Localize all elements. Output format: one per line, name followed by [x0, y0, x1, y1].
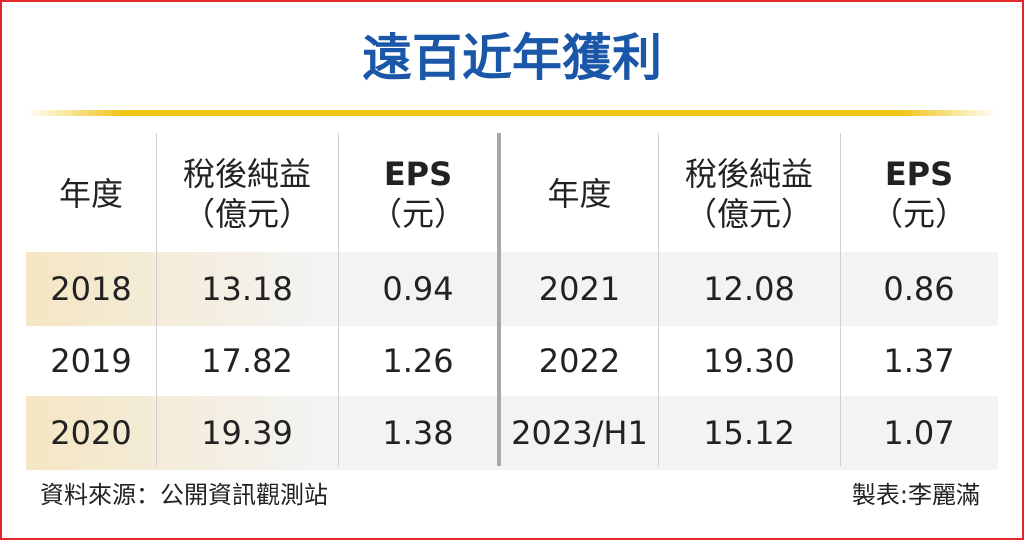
column-separator: [658, 133, 659, 466]
cell-eps: 0.94: [382, 270, 454, 308]
cell-year: 2020: [50, 414, 132, 452]
cell-eps: 1.37: [883, 342, 955, 380]
cell-eps: 1.07: [883, 414, 955, 452]
row-band-3: [26, 396, 998, 470]
header-eps: EPS （元）: [840, 140, 998, 248]
cell-eps: 0.86: [883, 270, 955, 308]
header-net-income-line2: （億元）: [182, 195, 311, 233]
header-net-income: 稅後純益 （億元）: [658, 140, 840, 248]
cell-net-income: 19.39: [201, 414, 293, 452]
cell-eps: 1.38: [382, 414, 454, 452]
cell-year: 2021: [538, 270, 621, 308]
header-net-income: 稅後純益 （億元）: [156, 140, 338, 248]
cell-year: 2022: [538, 342, 621, 380]
header-net-income-line2: （億元）: [684, 195, 813, 233]
cell-net-income: 13.18: [201, 270, 293, 308]
cell-net-income: 15.12: [703, 414, 795, 452]
data-source-note: 資料來源：公開資訊觀測站: [40, 481, 328, 509]
header-eps-line2: （元）: [870, 195, 967, 233]
chart-credit: 製表:李麗滿: [851, 481, 980, 509]
header-year: 年度: [58, 175, 123, 213]
header-eps-line2: （元）: [369, 195, 466, 233]
cell-year: 2023/H1: [511, 414, 648, 452]
cell-net-income: 19.30: [703, 342, 795, 380]
column-separator: [840, 133, 841, 466]
cell-net-income: 12.08: [703, 270, 795, 308]
header-net-income-line1: 稅後純益: [182, 155, 311, 193]
header-eps: EPS （元）: [338, 140, 498, 248]
header-eps-line1: EPS: [383, 155, 453, 193]
table-center-divider: [497, 133, 501, 466]
header-eps-line1: EPS: [884, 155, 954, 193]
column-separator: [156, 133, 157, 466]
cell-year: 2019: [50, 342, 132, 380]
column-separator: [338, 133, 339, 466]
title-underline: [26, 110, 998, 116]
cell-net-income: 17.82: [201, 342, 293, 380]
header-net-income-line1: 稅後純益: [684, 155, 813, 193]
row-band-1: [26, 252, 998, 326]
chart-title: 遠百近年獲利: [362, 29, 662, 87]
cell-eps: 1.26: [382, 342, 454, 380]
header-year: 年度: [547, 175, 612, 213]
cell-year: 2018: [50, 270, 132, 308]
